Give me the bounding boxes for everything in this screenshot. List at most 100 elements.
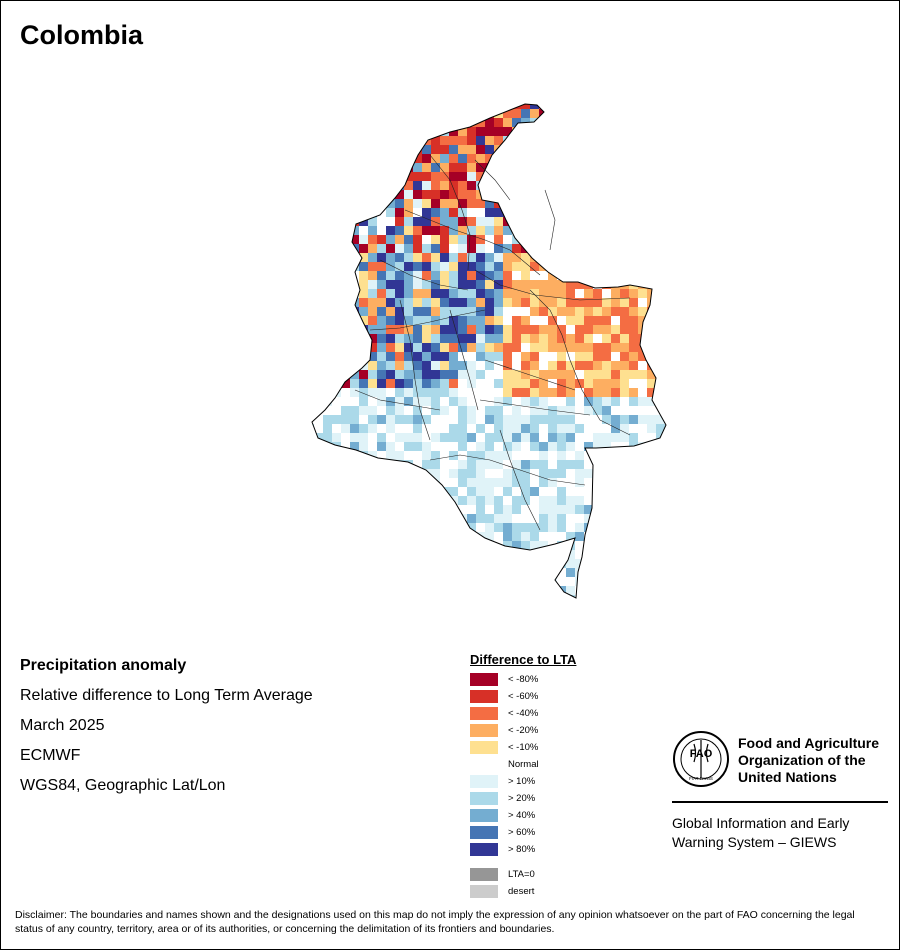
grid-cell bbox=[458, 343, 467, 352]
legend: Difference to LTA < -80% < -60% < -40% < -2… bbox=[470, 652, 576, 900]
grid-cell bbox=[350, 163, 359, 172]
grid-cell bbox=[674, 379, 680, 388]
grid-cell bbox=[359, 496, 368, 505]
grid-cell bbox=[530, 568, 539, 577]
grid-cell bbox=[611, 568, 620, 577]
grid-cell bbox=[368, 172, 377, 181]
grid-cell bbox=[440, 104, 449, 109]
grid-cell bbox=[566, 163, 575, 172]
grid-cell bbox=[548, 415, 557, 424]
grid-cell bbox=[386, 235, 395, 244]
grid-cell bbox=[395, 325, 404, 334]
grid-cell bbox=[557, 226, 566, 235]
grid-cell bbox=[548, 136, 557, 145]
grid-cell bbox=[332, 217, 341, 226]
grid-cell bbox=[638, 298, 647, 307]
grid-cell bbox=[359, 154, 368, 163]
grid-cell bbox=[566, 244, 575, 253]
grid-cell bbox=[593, 559, 602, 568]
grid-cell bbox=[467, 352, 476, 361]
grid-cell bbox=[312, 442, 314, 451]
legend-label: < -40% bbox=[508, 708, 539, 719]
grid-cell bbox=[467, 208, 476, 217]
grid-cell bbox=[557, 379, 566, 388]
grid-cell bbox=[503, 514, 512, 523]
grid-cell bbox=[647, 433, 656, 442]
grid-cell bbox=[530, 550, 539, 559]
grid-cell bbox=[386, 271, 395, 280]
grid-cell bbox=[467, 217, 476, 226]
grid-cell bbox=[521, 199, 530, 208]
grid-cell bbox=[629, 469, 638, 478]
grid-cell bbox=[602, 352, 611, 361]
grid-cell bbox=[341, 505, 350, 514]
legend-item: > 40% bbox=[470, 807, 576, 824]
grid-cell bbox=[548, 172, 557, 181]
grid-cell bbox=[413, 136, 422, 145]
grid-cell bbox=[593, 208, 602, 217]
grid-cell bbox=[584, 550, 593, 559]
grid-cell bbox=[350, 586, 359, 595]
legend-swatch bbox=[470, 775, 498, 788]
grid-cell bbox=[593, 154, 602, 163]
grid-cell bbox=[368, 541, 377, 550]
grid-cell bbox=[404, 433, 413, 442]
grid-cell bbox=[620, 550, 629, 559]
grid-cell bbox=[377, 433, 386, 442]
grid-cell bbox=[377, 154, 386, 163]
grid-cell bbox=[359, 316, 368, 325]
grid-cell bbox=[530, 541, 539, 550]
projection: WGS84, Geographic Lat/Lon bbox=[20, 777, 226, 794]
grid-cell bbox=[512, 163, 521, 172]
grid-cell bbox=[341, 280, 350, 289]
grid-cell bbox=[458, 109, 467, 118]
grid-cell bbox=[521, 163, 530, 172]
grid-cell bbox=[539, 370, 548, 379]
legend-item: > 10% bbox=[470, 773, 576, 790]
grid-cell bbox=[557, 343, 566, 352]
grid-cell bbox=[575, 577, 584, 586]
grid-cell bbox=[575, 154, 584, 163]
grid-cell bbox=[665, 550, 666, 559]
grid-cell bbox=[467, 379, 476, 388]
grid-cell bbox=[476, 415, 485, 424]
grid-cell bbox=[539, 514, 548, 523]
grid-cell bbox=[413, 361, 422, 370]
grid-cell bbox=[566, 325, 575, 334]
grid-cell bbox=[404, 109, 413, 118]
grid-cell bbox=[476, 109, 485, 118]
grid-cell bbox=[620, 118, 629, 127]
grid-cell bbox=[341, 523, 350, 532]
grid-cell bbox=[323, 388, 332, 397]
grid-cell bbox=[449, 226, 458, 235]
grid-cell bbox=[377, 244, 386, 253]
grid-cell bbox=[566, 496, 575, 505]
grid-cell bbox=[404, 361, 413, 370]
grid-cell bbox=[413, 145, 422, 154]
grid-cell bbox=[638, 172, 647, 181]
grid-cell bbox=[341, 118, 350, 127]
grid-cell bbox=[449, 442, 458, 451]
legend-swatch bbox=[470, 673, 498, 686]
grid-cell bbox=[359, 289, 368, 298]
grid-cell bbox=[629, 532, 638, 541]
grid-cell bbox=[312, 154, 314, 163]
grid-cell bbox=[521, 514, 530, 523]
grid-cell bbox=[602, 505, 611, 514]
grid-cell bbox=[638, 451, 647, 460]
grid-cell bbox=[422, 109, 431, 118]
grid-cell bbox=[312, 199, 314, 208]
grid-cell bbox=[674, 577, 680, 586]
grid-cell bbox=[575, 451, 584, 460]
grid-cell bbox=[422, 487, 431, 496]
grid-cell bbox=[611, 199, 620, 208]
grid-cell bbox=[620, 244, 629, 253]
grid-cell bbox=[548, 451, 557, 460]
grid-cell bbox=[377, 514, 386, 523]
grid-cell bbox=[674, 208, 680, 217]
grid-cell bbox=[584, 253, 593, 262]
grid-cell bbox=[593, 532, 602, 541]
grid-cell bbox=[440, 145, 449, 154]
grid-cell bbox=[314, 298, 323, 307]
legend-item: Normal bbox=[470, 756, 576, 773]
